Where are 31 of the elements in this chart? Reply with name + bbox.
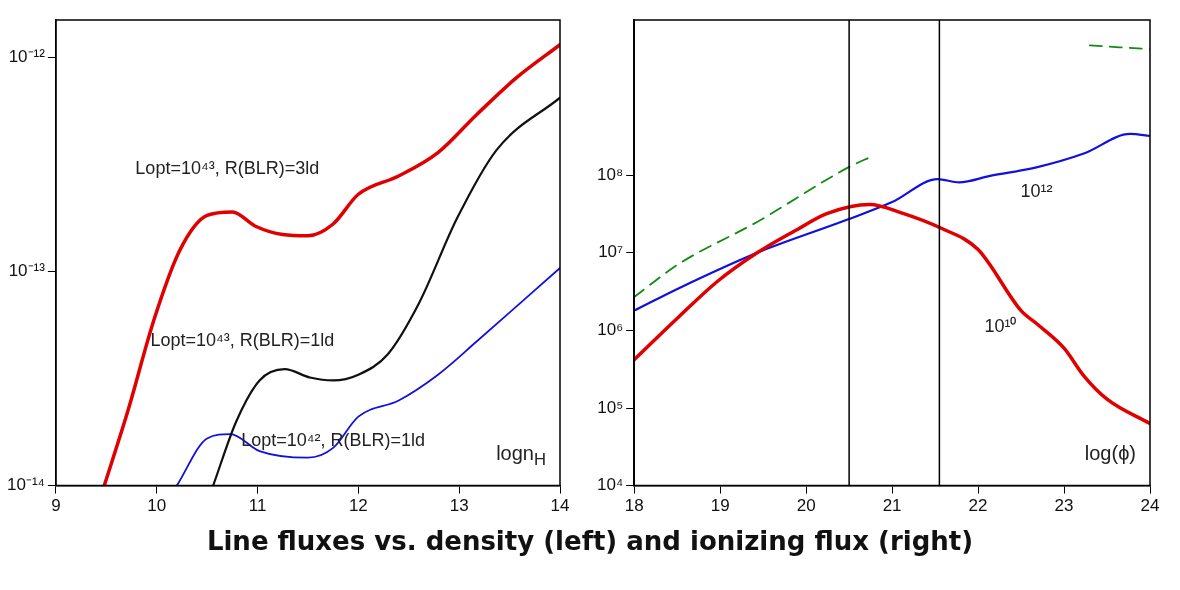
x-tick-label: 20	[796, 496, 816, 516]
y-tick-label: 10⁴	[597, 475, 624, 495]
annotation: Lopt=10⁴³, R(BLR)=3ld	[135, 157, 320, 178]
x-tick-label: 18	[624, 496, 644, 516]
y-tick-label: 10⁶	[597, 320, 624, 340]
y-tick-label: 10⁷	[598, 242, 624, 262]
x-tick-label: 13	[449, 496, 469, 516]
y-tick-label: 10⁸	[597, 164, 624, 184]
x-tick-label: 11	[248, 496, 267, 516]
y-tick-label: 10⁻¹⁴	[7, 475, 45, 495]
y-tick-label: 10⁻¹³	[8, 261, 46, 281]
x-tick-label: 12	[348, 496, 368, 516]
annotation: Lopt=10⁴³, R(BLR)=1ld	[150, 330, 335, 351]
annotation: 10¹²	[1020, 181, 1053, 202]
x-tick-label: 9	[51, 496, 61, 516]
x-tick-label: 19	[710, 496, 730, 516]
y-tick-label: 10⁻¹²	[8, 47, 46, 67]
x-tick-label: 14	[550, 496, 570, 516]
x-tick-label: 23	[1054, 496, 1074, 516]
line-series	[102, 42, 560, 486]
text: Line fluxes vs. density (left) and ionizing flux (right)	[205, 526, 975, 556]
y-tick-label: 10⁵	[597, 397, 624, 417]
x-tick-label: 24	[1140, 496, 1160, 516]
line-series	[634, 132, 1150, 312]
x-axis-title: logn$_{H}$	[496, 441, 546, 470]
x-tick-label: 22	[968, 496, 988, 516]
line-series	[634, 202, 1150, 426]
x-tick-label: 21	[882, 496, 902, 516]
annotation: 10¹⁰	[984, 316, 1017, 337]
x-tick-label: 10	[147, 496, 167, 516]
x-axis-title: log(ϕ)	[1084, 441, 1136, 465]
